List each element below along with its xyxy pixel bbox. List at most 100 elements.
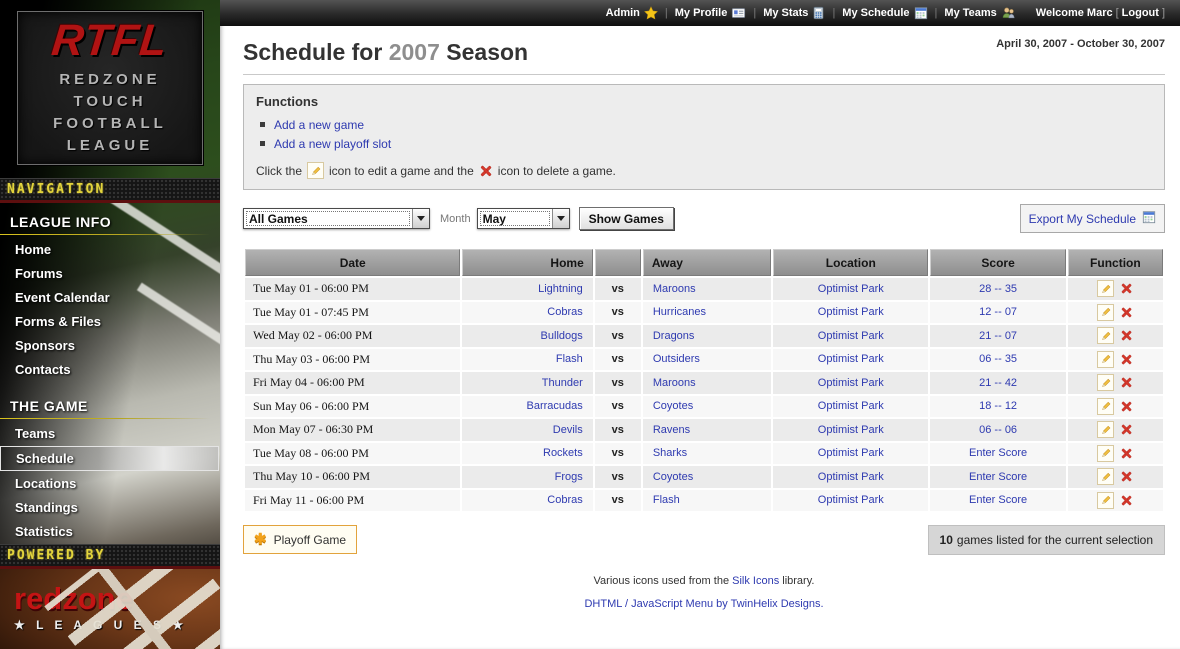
away-team-link[interactable]: Coyotes [652,470,694,483]
delete-game-icon[interactable] [1120,423,1133,436]
score-link[interactable]: 28 -- 35 [979,282,1018,295]
table-row: Mon May 07 - 06:30 PM Devils vs Ravens Optim… [245,419,1163,441]
sidebar-item-home[interactable]: Home [15,242,52,257]
score-link[interactable]: 21 -- 42 [979,376,1018,389]
home-team-link[interactable]: Lightning [538,282,583,295]
score-link[interactable]: Enter Score [969,447,1028,460]
month-select[interactable]: May [476,208,570,229]
score-link[interactable]: Enter Score [969,470,1028,483]
home-team-link[interactable]: Frogs [554,470,583,483]
location-link[interactable]: Optimist Park [817,423,884,436]
sidebar-item-forums[interactable]: Forums [15,266,63,281]
add-new-game-link[interactable]: Add a new game [256,116,1152,135]
edit-game-icon[interactable] [1097,374,1115,391]
select-dropdown-button[interactable] [551,209,569,228]
edit-game-icon[interactable] [1097,327,1115,344]
sidebar-item-standings[interactable]: Standings [15,500,78,515]
sidebar-item-contacts[interactable]: Contacts [15,362,71,377]
away-team-link[interactable]: Dragons [652,329,695,342]
delete-game-icon[interactable] [1120,282,1133,295]
note-text: icon to delete a game. [497,163,616,178]
table-row: Fri May 11 - 06:00 PM Cobras vs Flash Optimi… [245,489,1163,511]
edit-game-icon[interactable] [1097,491,1115,509]
home-team-link[interactable]: Cobras [547,494,583,507]
location-link[interactable]: Optimist Park [817,400,884,413]
sidebar-item-forms-files[interactable]: Forms & Files [15,314,101,329]
home-team-link[interactable]: Bulldogs [540,329,583,342]
delete-game-icon[interactable] [1120,494,1133,507]
home-team-link[interactable]: Thunder [541,376,583,389]
add-new-playoff-slot-link[interactable]: Add a new playoff slot [256,135,1152,154]
delete-game-icon[interactable] [1120,306,1133,319]
sidebar-item-statistics[interactable]: Statistics [15,524,73,539]
edit-game-icon[interactable] [1097,303,1115,321]
location-link[interactable]: Optimist Park [817,306,884,319]
edit-game-icon[interactable] [1097,397,1115,415]
away-team-link[interactable]: Sharks [652,447,688,460]
topbar-item-my-teams[interactable]: My Teams [942,6,1017,20]
delete-game-icon[interactable] [1120,400,1133,413]
score-link[interactable]: 21 -- 07 [979,329,1018,342]
league-logo-abbr: RTFL [49,16,171,65]
away-team-link[interactable]: Maroons [652,376,696,389]
logout-link[interactable]: Logout [1121,7,1159,19]
column-header-away: Away [642,249,772,276]
score-link[interactable]: Enter Score [969,494,1028,507]
away-team-link[interactable]: Hurricanes [652,306,707,319]
sidebar-item-schedule[interactable]: Schedule [0,446,219,471]
sidebar-item-sponsors[interactable]: Sponsors [15,338,75,353]
edit-game-icon[interactable] [1097,350,1115,368]
score-link[interactable]: 06 -- 06 [979,423,1018,436]
delete-game-icon[interactable] [1120,353,1133,366]
location-link[interactable]: Optimist Park [817,494,884,507]
select-dropdown-button[interactable] [412,209,429,228]
playoff-game-button[interactable]: ✱ Playoff Game [243,525,358,554]
away-team-link[interactable]: Flash [652,494,680,507]
away-team-link[interactable]: Maroons [652,282,696,295]
sidebar-item-event-calendar[interactable]: Event Calendar [15,290,110,305]
away-team-link[interactable]: Coyotes [652,400,694,413]
sidebar-item-teams[interactable]: Teams [15,426,56,441]
home-team-link[interactable]: Rockets [543,447,583,460]
topbar-item-admin[interactable]: Admin [604,6,660,20]
games-filter-select[interactable]: All Games [243,208,430,229]
league-logo-area: RTFL REDZONE TOUCH FOOTBALL LEAGUE [0,0,220,178]
game-date: Tue May 01 - 06:00 PM [245,278,461,300]
topbar-item-my-schedule[interactable]: My Schedule [840,6,929,20]
location-link[interactable]: Optimist Park [817,376,884,389]
delete-game-icon[interactable] [1120,470,1133,483]
away-team-link[interactable]: Ravens [652,423,691,436]
away-team-link[interactable]: Outsiders [652,353,700,366]
topbar-item-my-profile[interactable]: My Profile [673,6,749,20]
game-date: Tue May 08 - 06:00 PM [245,442,461,464]
edit-game-icon[interactable] [1097,444,1115,462]
delete-game-icon[interactable] [1120,376,1133,389]
vs-label: vs [594,348,641,370]
score-link[interactable]: 12 -- 07 [979,306,1018,319]
edit-game-icon[interactable] [1097,421,1115,438]
home-team-link[interactable]: Barracudas [526,400,583,413]
home-team-link[interactable]: Flash [555,353,583,366]
delete-game-icon[interactable] [1120,447,1133,460]
silk-icons-link[interactable]: Silk Icons [732,575,780,587]
location-link[interactable]: Optimist Park [817,470,884,483]
home-team-link[interactable]: Cobras [547,306,583,319]
edit-game-icon[interactable] [1097,468,1115,485]
score-link[interactable]: 06 -- 35 [979,353,1018,366]
twinhelix-link[interactable]: DHTML / JavaScript Menu by TwinHelix Des… [584,598,824,610]
home-team-link[interactable]: Devils [552,423,583,436]
vs-label: vs [594,442,641,464]
export-schedule-button[interactable]: Export My Schedule [1019,204,1165,233]
location-link[interactable]: Optimist Park [817,282,884,295]
show-games-button[interactable]: Show Games [578,207,674,230]
location-link[interactable]: Optimist Park [817,329,884,342]
score-link[interactable]: 18 -- 12 [979,400,1018,413]
delete-game-icon[interactable] [1120,329,1133,342]
topbar-item-my-stats[interactable]: My Stats [761,6,827,20]
location-link[interactable]: Optimist Park [817,353,884,366]
season-date-range: April 30, 2007 - October 30, 2007 [996,38,1165,50]
sidebar-item-locations[interactable]: Locations [15,476,77,491]
league-logo-line: LEAGUE [66,137,154,154]
location-link[interactable]: Optimist Park [817,447,884,460]
edit-game-icon[interactable] [1097,280,1115,297]
